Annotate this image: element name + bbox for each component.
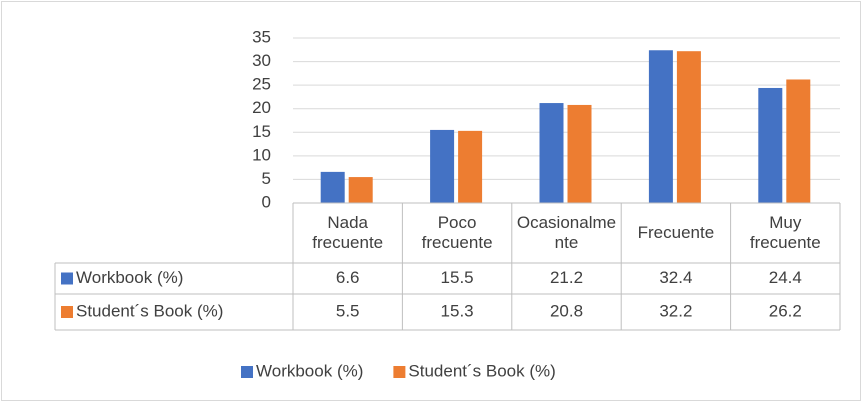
x-tick-label: Ocasionalmente [516,213,617,252]
table-value: 21.2 [550,268,583,287]
category-cell: Nada frecuente [312,213,384,252]
table-value: 24.4 [769,268,802,287]
bar [458,130,483,203]
legend-label: Student´s Book (%) [408,361,555,380]
y-tick-label: 10 [252,145,271,164]
category-cell: Poco frecuente [421,213,493,252]
category-cell: Frecuente [637,223,715,242]
y-tick-label: 30 [252,51,271,70]
category-cell: Ocasionalmente [516,213,617,252]
bar [676,51,701,204]
y-tick-label: 5 [262,169,271,188]
x-tick-label: Poco frecuente [421,213,493,252]
bar [758,87,783,203]
bar [320,171,345,203]
legend-key [241,366,253,378]
category-cell: Muy frecuente [749,213,821,252]
table-legend-key [61,272,73,285]
y-tick-label: 15 [252,122,271,141]
legend-label: Workbook (%) [256,361,363,380]
table-value: 20.8 [550,301,583,320]
table-value: 32.4 [659,268,692,287]
x-tick-label: Muy frecuente [749,213,821,252]
y-tick-label: 25 [252,75,271,94]
y-tick-label: 35 [252,27,271,46]
table-value: 5.5 [336,301,360,320]
bar [567,104,592,203]
bar [539,103,564,203]
table-value: 15.3 [441,301,474,320]
bar [648,50,673,203]
table-series-label: Student´s Book (%) [76,301,223,320]
legend-key [393,366,406,378]
y-tick-label: 20 [252,98,271,117]
table-legend-key [61,306,73,318]
x-tick-label: Nada frecuente [312,213,384,252]
table-value: 32.2 [659,301,692,320]
bar [430,129,455,203]
table-series-label: Workbook (%) [76,268,183,287]
bar [348,177,373,203]
bar [786,79,811,203]
table-value: 15.5 [441,268,474,287]
table-value: 6.6 [336,268,360,287]
table-value: 26.2 [769,301,802,320]
x-tick-label: Frecuente [637,223,715,242]
y-tick-label: 0 [262,192,271,211]
